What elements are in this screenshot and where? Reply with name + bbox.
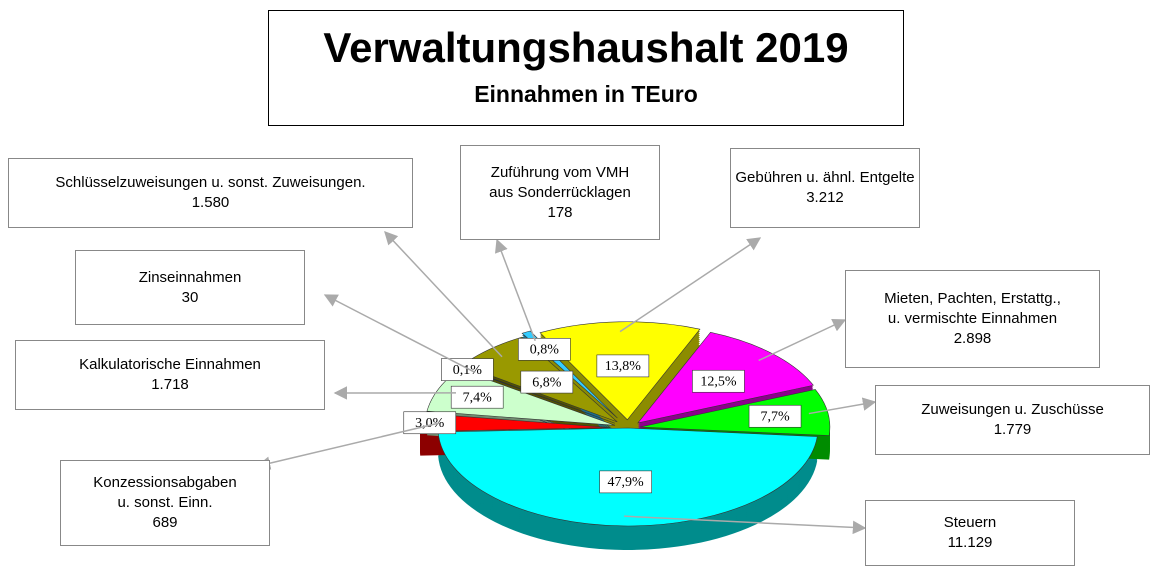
percent-label: 0,1%	[453, 363, 483, 378]
value-label: 30	[181, 288, 199, 306]
percent-label-box	[599, 470, 652, 494]
callout-box: Konzessionsabgaben u. sonst. Einn. 689	[60, 460, 270, 546]
callout-box: Zuweisungen u. Zuschüsse 1.779	[875, 385, 1150, 455]
value-label: 3.212	[806, 189, 844, 206]
percent-label: 7,4%	[463, 390, 493, 405]
category-label: Schlüsselzuweisungen u. sonst. Zuweisung…	[55, 174, 366, 191]
value-label: 1.779	[993, 421, 1032, 438]
category-label: Zinseinnahmen	[138, 268, 242, 286]
category-label: Konzessionsabgaben u. sonst. Einn.	[93, 474, 237, 511]
value-label: 2.898	[953, 330, 992, 347]
value-label: 689	[152, 514, 178, 531]
callout-arrow	[323, 294, 476, 374]
callout-box: Schlüsselzuweisungen u. sonst. Zuweisung…	[8, 158, 413, 228]
value-label: 11.129	[947, 534, 993, 551]
percent-label: 13,8%	[605, 359, 642, 374]
percent-label: 0,8%	[530, 343, 560, 358]
callout-arrow	[808, 397, 877, 415]
percent-label-box	[520, 370, 574, 394]
percent-label: 6,8%	[532, 375, 562, 390]
callout-box: Mieten, Pachten, Erstattg., u. vermischt…	[845, 270, 1100, 368]
percent-label-box	[450, 385, 504, 409]
percent-label-box	[596, 354, 650, 378]
percent-label-box	[518, 337, 571, 361]
callout-box: Zuführung vom VMH aus Sonderrücklagen 178	[460, 145, 660, 240]
value-label: 1.718	[151, 376, 189, 393]
title-box: Verwaltungshaushalt 2019 Einnahmen in TE…	[268, 10, 904, 126]
percent-label: 7,7%	[760, 409, 790, 424]
callout-arrow	[256, 422, 440, 470]
callout-arrow	[619, 237, 762, 333]
chart-title: Verwaltungshaushalt 2019	[323, 24, 849, 71]
value-label: 178	[547, 203, 573, 221]
category-label: Zuführung vom VMH aus Sonderrücklagen	[489, 163, 631, 201]
percent-label-box	[441, 358, 494, 381]
chart-subtitle: Einnahmen in TEuro	[474, 81, 698, 107]
percent-label: 12,5%	[700, 374, 737, 389]
pie-labels: 47,9% 3,0% 7,4% 0,1% 6,8% 0,8% 13,8% 12,5% 7,7%	[403, 337, 802, 494]
callout-box: Steuern 11.129	[865, 500, 1075, 566]
callout-arrow	[384, 231, 503, 358]
category-label: Mieten, Pachten, Erstattg., u. vermischt…	[884, 290, 1061, 327]
callout-arrow	[495, 238, 536, 341]
category-label: Gebühren u. ähnl. Entgelte	[735, 169, 915, 186]
callout-box: Kalkulatorische Einnahmen 1.718	[15, 340, 325, 410]
percent-label-box	[748, 404, 802, 428]
category-label: Steuern	[943, 514, 997, 531]
callout-arrow	[758, 319, 847, 362]
callout-box: Zinseinnahmen 30	[75, 250, 305, 325]
percent-label-box	[692, 369, 745, 393]
percent-label: 3,0%	[415, 416, 445, 431]
category-label: Kalkulatorische Einnahmen	[79, 356, 261, 373]
callout-arrow	[624, 515, 867, 535]
category-label: Zuweisungen u. Zuschüsse	[921, 401, 1104, 418]
value-label: 1.580	[191, 194, 230, 211]
percent-label: 47,9%	[608, 475, 645, 490]
callout-box: Gebühren u. ähnl. Entgelte 3.212	[730, 148, 920, 228]
